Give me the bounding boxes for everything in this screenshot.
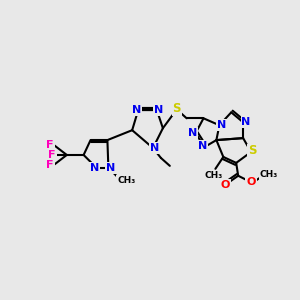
Text: N: N xyxy=(150,143,160,153)
Text: CH₃: CH₃ xyxy=(260,170,278,179)
Text: N: N xyxy=(217,120,226,130)
Text: N: N xyxy=(131,105,141,116)
Text: N: N xyxy=(106,163,115,173)
Text: F: F xyxy=(48,150,56,160)
Text: N: N xyxy=(154,105,164,116)
Text: CH₃: CH₃ xyxy=(204,171,223,180)
Text: O: O xyxy=(246,177,256,187)
Text: S: S xyxy=(248,145,256,158)
Text: N: N xyxy=(90,163,99,173)
Text: CH₃: CH₃ xyxy=(117,176,135,185)
Text: O: O xyxy=(220,180,230,190)
Text: F: F xyxy=(46,160,54,170)
Text: F: F xyxy=(46,140,54,150)
Text: N: N xyxy=(242,117,251,127)
Text: S: S xyxy=(172,102,181,115)
Text: N: N xyxy=(198,141,207,151)
Text: N: N xyxy=(188,128,197,138)
